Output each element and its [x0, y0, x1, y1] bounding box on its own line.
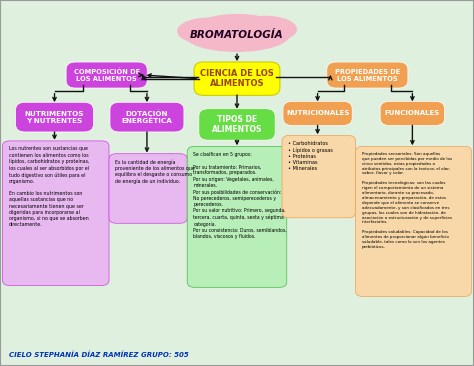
Text: PROPIEDADES DE
LOS ALIMENTOS: PROPIEDADES DE LOS ALIMENTOS — [335, 68, 400, 82]
FancyBboxPatch shape — [283, 101, 352, 126]
FancyBboxPatch shape — [2, 141, 109, 285]
Text: TIPOS DE
ALIMENTOS: TIPOS DE ALIMENTOS — [212, 115, 262, 134]
FancyBboxPatch shape — [110, 102, 184, 132]
FancyBboxPatch shape — [194, 62, 280, 95]
FancyBboxPatch shape — [199, 109, 275, 140]
Ellipse shape — [232, 29, 280, 49]
FancyBboxPatch shape — [66, 62, 147, 88]
Text: CIENCIA DE LOS
ALIMENTOS: CIENCIA DE LOS ALIMENTOS — [200, 69, 274, 89]
Ellipse shape — [185, 18, 289, 51]
FancyBboxPatch shape — [109, 154, 187, 223]
Ellipse shape — [194, 29, 242, 49]
Text: Los nutrentes son sustancias que
contienen los alimentos como los
lípidos, carbo: Los nutrentes son sustancias que contien… — [9, 146, 89, 227]
Text: FUNCIONALES: FUNCIONALES — [385, 111, 440, 116]
FancyBboxPatch shape — [187, 146, 287, 287]
FancyBboxPatch shape — [327, 62, 408, 88]
Text: BROMATOLOGÍA: BROMATOLOGÍA — [190, 30, 284, 40]
FancyBboxPatch shape — [16, 102, 93, 132]
Ellipse shape — [199, 15, 275, 37]
Text: NUTRICIONALES: NUTRICIONALES — [286, 111, 349, 116]
Ellipse shape — [178, 18, 239, 44]
Ellipse shape — [235, 16, 296, 42]
Text: Se clasifican en 5 grupos:

Por su tratamiento: Primarios,
transformados, prepar: Se clasifican en 5 grupos: Por su tratam… — [193, 152, 287, 239]
FancyBboxPatch shape — [380, 101, 445, 126]
FancyBboxPatch shape — [282, 135, 356, 218]
Text: DOTACIÓN
ENERGÉTICA: DOTACIÓN ENERGÉTICA — [121, 110, 173, 124]
Text: Propiedades sensoriales: Son aquellas
que pueden ser percibidas por medio de los: Propiedades sensoriales: Son aquellas qu… — [362, 152, 452, 249]
Text: • Carbohidratos
• Lípidos o grasas
• Proteínas
• Vitaminas
• Minerales: • Carbohidratos • Lípidos o grasas • Pro… — [288, 141, 333, 171]
Text: CIELO STEPHANÍA DÍAZ RAMÍREZ GRUPO: 505: CIELO STEPHANÍA DÍAZ RAMÍREZ GRUPO: 505 — [9, 351, 189, 358]
Text: NUTRIMENTOS
Y NUTRENTES: NUTRIMENTOS Y NUTRENTES — [25, 111, 84, 124]
Text: Es la cantidad de energía
proveniente de los alimentos que
equilibra el desgaste: Es la cantidad de energía proveniente de… — [115, 159, 195, 184]
Text: COMPOSICIÓN DE
LOS ALIMENTOS: COMPOSICIÓN DE LOS ALIMENTOS — [73, 68, 140, 82]
FancyBboxPatch shape — [356, 146, 472, 296]
